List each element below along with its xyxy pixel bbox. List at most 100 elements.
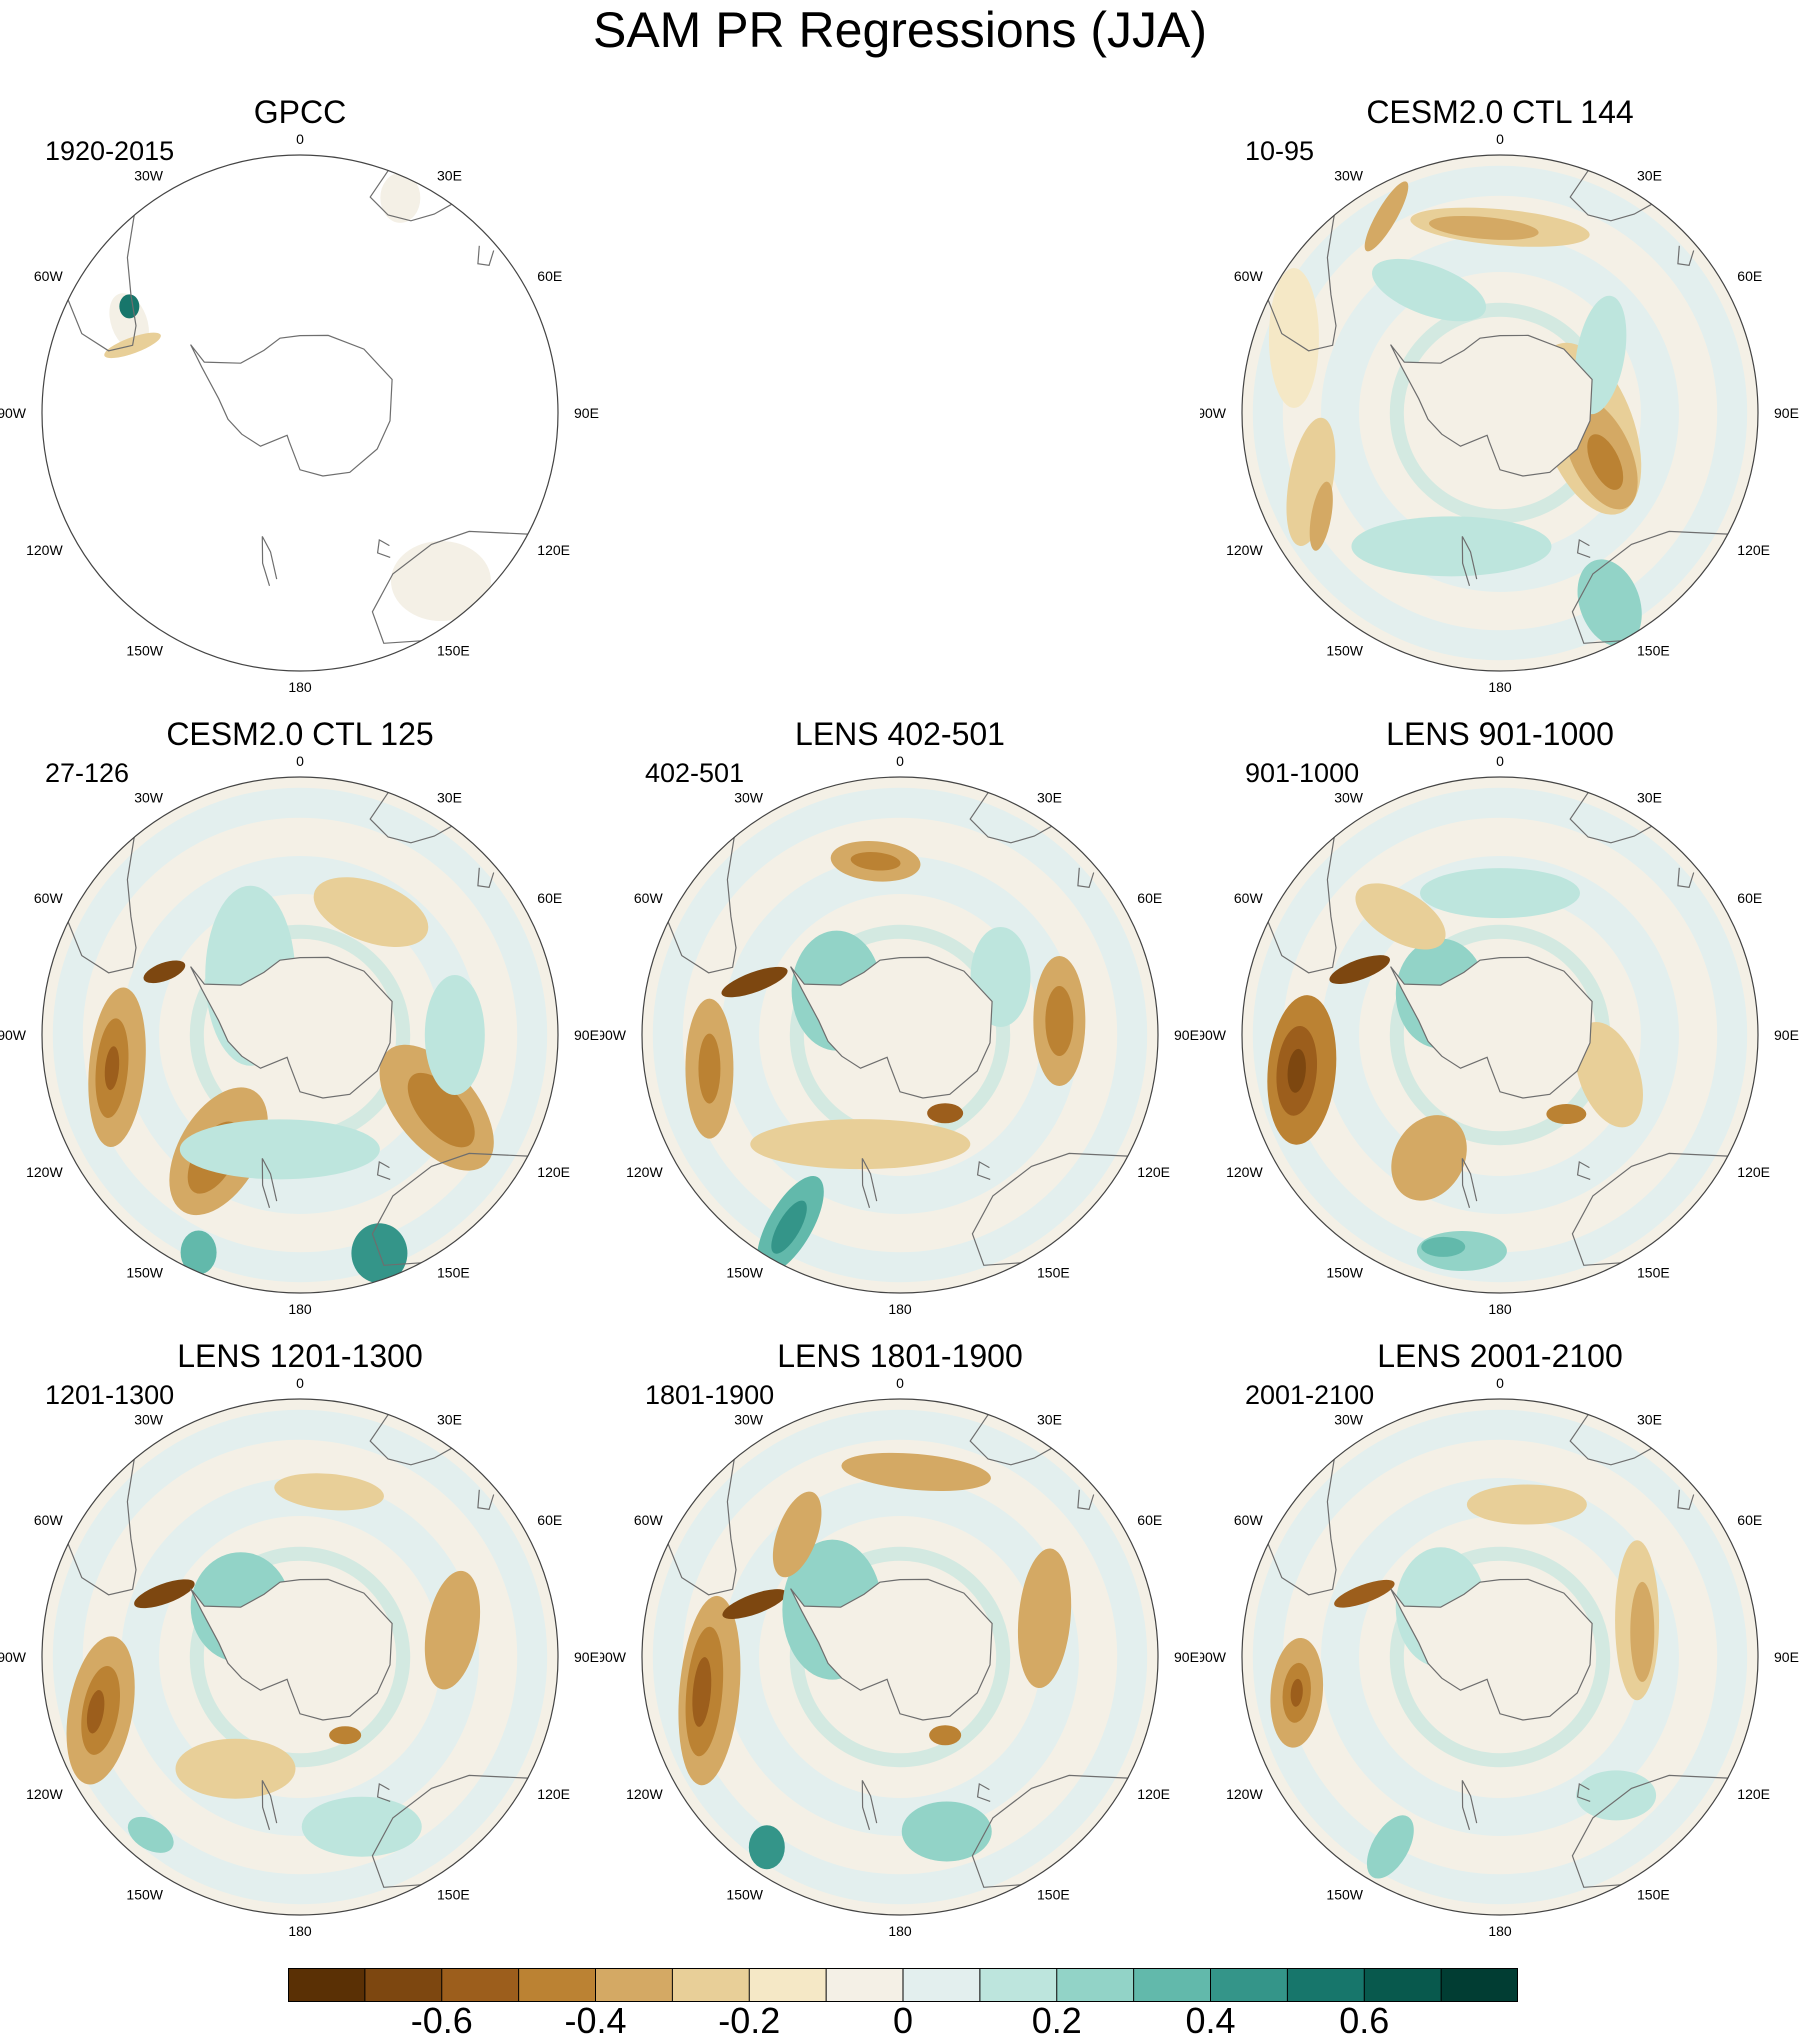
longitude-label: 60W	[634, 1512, 664, 1528]
contour-region	[850, 852, 901, 871]
longitude-label: 120W	[626, 1164, 663, 1180]
longitude-label: 120W	[1226, 1164, 1263, 1180]
longitude-label: 30E	[437, 790, 462, 806]
antarctica-fill	[190, 1579, 393, 1720]
longitude-label: 0	[896, 753, 904, 769]
antarctica-fill	[190, 957, 393, 1098]
panel-title: LENS 1801-1900	[777, 1338, 1023, 1374]
coastline	[376, 1160, 391, 1180]
contour-region	[692, 1657, 712, 1727]
coastline	[376, 1782, 391, 1802]
longitude-label: 30E	[437, 168, 462, 184]
longitude-label: 120E	[1137, 1786, 1170, 1802]
polar-map: 0 30E 60E 90E 120E 150E 180 150W 120W 90W 60W 30W	[600, 753, 1199, 1314]
longitude-label: 150E	[437, 642, 470, 658]
coastline	[1267, 1459, 1337, 1596]
panel-title: LENS 901-1000	[1386, 716, 1614, 752]
longitude-label: 0	[896, 1375, 904, 1391]
contour-region	[1466, 1484, 1587, 1525]
panel-years: 1201-1300	[45, 1380, 175, 1410]
coastline	[477, 1489, 495, 1510]
longitude-label: 120W	[26, 542, 63, 558]
longitude-label: 180	[288, 1923, 312, 1936]
longitude-label: 120E	[537, 542, 570, 558]
contour-region	[1268, 267, 1319, 408]
contour-ring	[1252, 165, 1748, 661]
longitude-label: 150W	[1326, 642, 1363, 658]
contour-ring	[1389, 1546, 1611, 1768]
contour-region	[424, 1570, 481, 1690]
coastline	[1576, 1782, 1591, 1802]
contour-region	[179, 1119, 380, 1180]
map-panel-ctl144: CESM2.0 CTL 144 10-95 0 30E 60E 90E 120E 150E…	[1200, 92, 1800, 692]
longitude-label: 60W	[634, 890, 664, 906]
antarctica-fill	[1390, 957, 1593, 1098]
map-border	[641, 1398, 1159, 1916]
longitude-label: 30W	[134, 168, 164, 184]
longitude-label: 90E	[574, 1649, 599, 1665]
contour-region	[1630, 1581, 1655, 1682]
panel-years: 2001-2100	[1245, 1380, 1375, 1410]
contour-region	[1576, 1770, 1657, 1821]
longitude-label: 60W	[1234, 890, 1264, 906]
longitude-label: 0	[1496, 131, 1504, 147]
colorbar-swatch	[595, 1968, 673, 2002]
contour-ring	[1252, 787, 1748, 1283]
longitude-label: 60W	[1234, 268, 1264, 284]
coastline	[1677, 1489, 1695, 1510]
colorbar-swatch	[979, 1968, 1058, 2002]
map-border	[1241, 154, 1759, 672]
contour-region	[927, 1103, 964, 1124]
polar-map: 0 30E 60E 90E 120E 150E 180 150W 120W 90W 60W 30W	[600, 1375, 1199, 1936]
coastline	[477, 245, 495, 266]
contour-region	[380, 172, 421, 223]
contour-region	[301, 1796, 422, 1857]
coastline	[1569, 792, 1652, 844]
longitude-label: 60W	[34, 268, 64, 284]
contour-region	[772, 1491, 822, 1578]
longitude-label: 150W	[1326, 1264, 1363, 1280]
longitude-label: 120W	[626, 1786, 663, 1802]
coastline	[971, 1152, 1128, 1266]
contour-ring	[652, 787, 1148, 1283]
longitude-label: 90W	[0, 1649, 27, 1665]
map-background	[42, 155, 558, 671]
contour-region	[86, 1690, 105, 1734]
longitude-label: 180	[1488, 679, 1512, 692]
map-panel-gpcc: GPCC 1920-2015 0 30E 60E 90E 120E 150E 180 150W…	[0, 92, 600, 692]
contour-region	[329, 1726, 362, 1745]
map-border	[41, 776, 559, 1294]
panel-title: LENS 402-501	[795, 716, 1005, 752]
panel-years: 10-95	[1245, 136, 1315, 166]
longitude-label: 120W	[1226, 1786, 1263, 1802]
contour-region	[1355, 883, 1446, 950]
contour-ring	[652, 1409, 1148, 1905]
coastline	[667, 837, 737, 974]
longitude-label: 120E	[1137, 1164, 1170, 1180]
colorbar-swatch	[1364, 1968, 1442, 2002]
longitude-label: 90E	[1174, 1649, 1199, 1665]
polar-map: 0 30E 60E 90E 120E 150E 180 150W 120W 90W 60W 30W	[0, 753, 599, 1314]
coastline	[67, 837, 137, 974]
coastline	[261, 1158, 278, 1208]
coastline	[477, 867, 495, 888]
coastline	[1576, 538, 1591, 558]
longitude-label: 120E	[537, 1786, 570, 1802]
contour-ring	[1252, 1409, 1748, 1905]
contour-region	[1309, 481, 1333, 551]
contour-region	[1420, 868, 1580, 919]
longitude-label: 60E	[1737, 890, 1762, 906]
contour-region	[407, 1072, 475, 1148]
longitude-label: 60E	[537, 890, 562, 906]
colorbar	[288, 1968, 1518, 2002]
longitude-label: 30W	[134, 790, 164, 806]
map-border	[641, 776, 1159, 1294]
contour-region	[127, 1816, 174, 1853]
coastline	[1569, 170, 1652, 222]
longitude-label: 30E	[1037, 1412, 1062, 1428]
map-panel-ctl125: CESM2.0 CTL 125 27-126 0 30E 60E 90E 120E 150…	[0, 714, 600, 1314]
coastline	[1461, 1780, 1478, 1830]
coastline	[261, 536, 278, 586]
coastline	[1576, 1160, 1591, 1180]
contour-region	[771, 1200, 807, 1254]
